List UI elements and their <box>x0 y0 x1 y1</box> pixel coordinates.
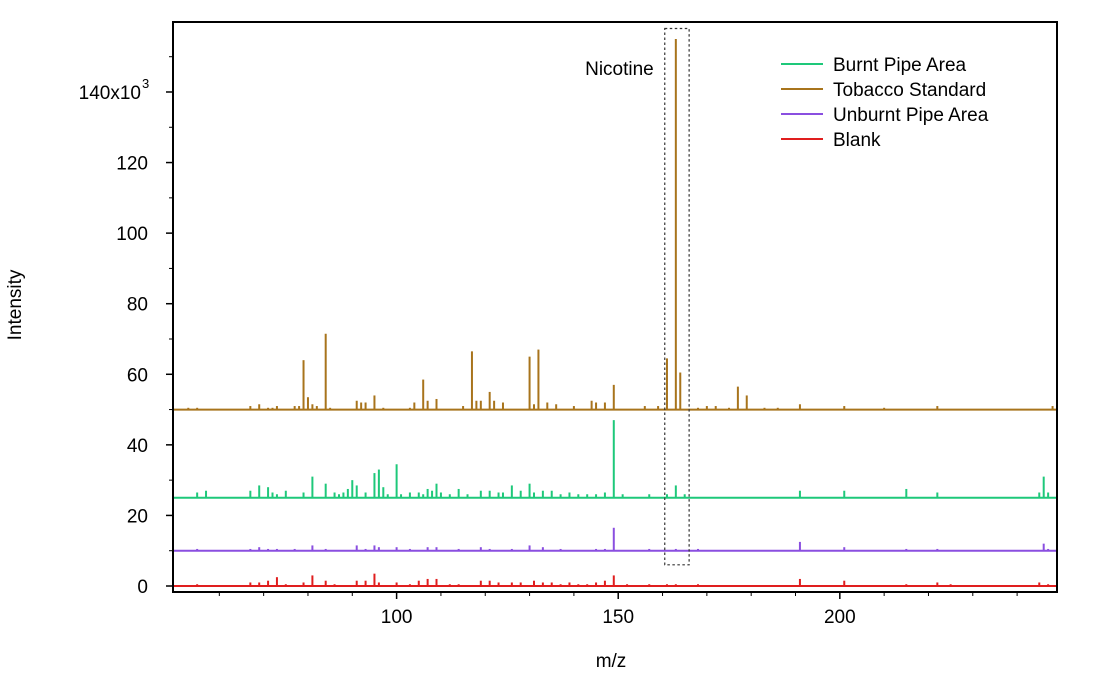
y-tick-label: 100 <box>116 224 148 245</box>
x-axis-title: m/z <box>596 651 627 672</box>
nicotine-highlight-box <box>664 27 690 566</box>
x-tick-label: 200 <box>824 607 856 628</box>
legend: Burnt Pipe Area Tobacco Standard Unburnt P… <box>781 55 989 151</box>
y-tick-label: 60 <box>127 365 148 386</box>
series-tobacco-standard <box>174 39 1056 411</box>
legend-item: Blank <box>781 130 881 151</box>
plot-frame <box>172 21 1058 593</box>
x-tick-label: 150 <box>602 607 634 628</box>
y-axis: 0 20 40 60 80 100 120 140x10 3 <box>79 56 173 598</box>
y-tick-label-top: 140x10 <box>79 83 141 104</box>
y-tick-label: 0 <box>137 577 148 598</box>
x-tick-label: 100 <box>381 607 413 628</box>
series-layer <box>174 39 1056 587</box>
legend-label: Burnt Pipe Area <box>833 55 967 76</box>
legend-item: Burnt Pipe Area <box>781 55 967 76</box>
y-tick-label: 120 <box>116 154 148 175</box>
x-axis: 100 150 200 <box>218 592 1018 628</box>
series-burnt-pipe-area <box>174 420 1056 499</box>
y-tick-label: 20 <box>127 506 148 527</box>
legend-label: Blank <box>833 130 881 151</box>
nicotine-annotation: Nicotine <box>585 59 654 80</box>
series-unburnt-pipe-area <box>174 527 1056 552</box>
legend-label: Tobacco Standard <box>833 80 986 101</box>
y-axis-title: Intensity <box>5 269 26 340</box>
y-tick-label: 80 <box>127 295 148 316</box>
y-tick-exponent: 3 <box>142 76 149 91</box>
y-tick-label: 40 <box>127 436 148 457</box>
legend-label: Unburnt Pipe Area <box>833 105 989 126</box>
series-blank <box>174 573 1056 587</box>
plot-area <box>174 39 1056 587</box>
legend-item: Unburnt Pipe Area <box>781 105 989 126</box>
legend-item: Tobacco Standard <box>781 80 986 101</box>
